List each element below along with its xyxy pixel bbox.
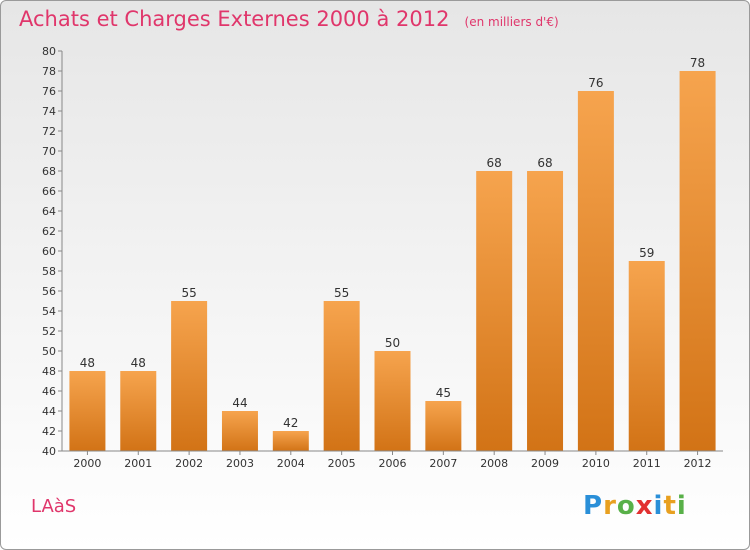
chart-subtitle: (en milliers d'€)	[464, 15, 559, 29]
x-tick-label: 2010	[582, 457, 610, 470]
x-tick-label: 2006	[379, 457, 407, 470]
proxiti-logo[interactable]: Proxiti	[583, 491, 687, 521]
x-tick-label: 2003	[226, 457, 254, 470]
logo-letter: i	[653, 491, 664, 521]
y-tick-label: 50	[42, 345, 56, 358]
y-tick-label: 60	[42, 245, 56, 258]
y-tick-label: 40	[42, 445, 56, 458]
title-row: Achats et Charges Externes 2000 à 2012 (…	[19, 7, 559, 31]
x-tick-label: 2007	[429, 457, 457, 470]
y-tick-label: 80	[42, 45, 56, 58]
bar-2003	[221, 411, 258, 451]
bar-2010	[577, 91, 614, 451]
bar-value-label: 59	[639, 246, 654, 260]
x-tick-label: 2008	[480, 457, 508, 470]
bar-2004	[272, 431, 309, 451]
x-tick-label: 2009	[531, 457, 559, 470]
x-axis: 2000 2001 2002 2003 2004 2005 2006 2007 2008 2009…	[62, 450, 723, 470]
x-tick-label: 2001	[124, 457, 152, 470]
bar-value-label: 48	[131, 356, 146, 370]
bar-2011	[628, 261, 665, 451]
y-tick-label: 54	[42, 305, 56, 318]
bar-2005	[323, 301, 360, 451]
y-tick-label: 78	[42, 65, 56, 78]
y-tick-label: 52	[42, 325, 56, 338]
x-tick-label: 2004	[277, 457, 305, 470]
chart-title: Achats et Charges Externes 2000 à 2012	[19, 7, 450, 31]
x-tick-label: 2002	[175, 457, 203, 470]
bar-value-label: 68	[537, 156, 552, 170]
bar-value-label: 44	[232, 396, 247, 410]
y-tick-label: 72	[42, 125, 56, 138]
logo-letter: r	[603, 491, 617, 521]
x-tick-label: 2000	[73, 457, 101, 470]
bar-2008	[476, 171, 513, 451]
logo-letter: o	[616, 491, 636, 521]
y-axis: 40 42 44 46 48 50 52 54 56 58 60 62 64 66 68 70 72 74 76 78…	[42, 45, 63, 458]
bar-value-label: 45	[436, 386, 451, 400]
bar-value-label: 78	[690, 56, 705, 70]
y-tick-label: 56	[42, 285, 56, 298]
bar-2006	[374, 351, 411, 451]
bar-2007	[425, 401, 462, 451]
bar-value-label: 68	[487, 156, 502, 170]
y-tick-label: 48	[42, 365, 56, 378]
logo-letter: P	[583, 491, 604, 521]
bar-value-label: 50	[385, 336, 400, 350]
logo-letter: x	[635, 491, 654, 521]
y-tick-label: 66	[42, 185, 56, 198]
x-tick-label: 2012	[684, 457, 712, 470]
y-tick-label: 64	[42, 205, 56, 218]
bar-2012	[679, 71, 716, 451]
logo-letter: t	[663, 491, 677, 521]
y-tick-label: 42	[42, 425, 56, 438]
bar-2009	[527, 171, 564, 451]
x-tick-label: 2005	[328, 457, 356, 470]
bar-value-label: 42	[283, 416, 298, 430]
y-tick-label: 68	[42, 165, 56, 178]
y-tick-label: 46	[42, 385, 56, 398]
logo-letter: i	[676, 491, 687, 521]
bar-2000	[69, 371, 106, 451]
bars: 48 48 55 44 42 55 50 45 68 68 76 59 78	[69, 56, 716, 451]
y-tick-label: 44	[42, 405, 56, 418]
y-tick-label: 70	[42, 145, 56, 158]
bar-2002	[171, 301, 208, 451]
commune-name: LAàS	[31, 496, 77, 517]
y-tick-label: 76	[42, 85, 56, 98]
y-tick-label: 58	[42, 265, 56, 278]
bar-2001	[120, 371, 157, 451]
bar-value-label: 55	[334, 286, 349, 300]
bar-value-label: 48	[80, 356, 95, 370]
y-tick-label: 74	[42, 105, 56, 118]
y-tick-label: 62	[42, 225, 56, 238]
bar-value-label: 76	[588, 76, 603, 90]
bar-value-label: 55	[181, 286, 196, 300]
x-tick-label: 2011	[633, 457, 661, 470]
